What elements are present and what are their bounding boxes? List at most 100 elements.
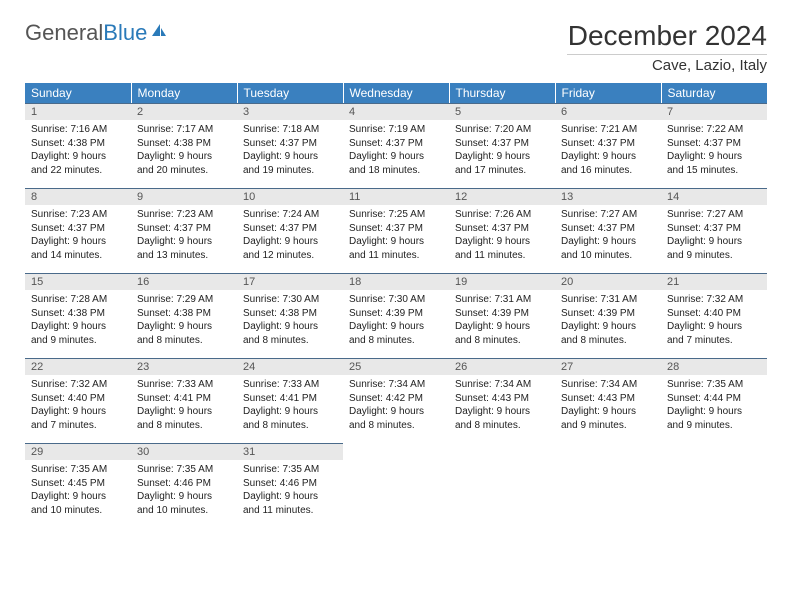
daylight-line: Daylight: 9 hours and 8 minutes.	[455, 320, 549, 347]
sunrise-line: Sunrise: 7:18 AM	[243, 123, 337, 137]
day-number: 3	[237, 103, 343, 120]
day-body: Sunrise: 7:33 AMSunset: 4:41 PMDaylight:…	[237, 375, 343, 435]
day-number: 22	[25, 358, 131, 375]
day-number: 29	[25, 443, 131, 460]
daylight-line: Daylight: 9 hours and 12 minutes.	[243, 235, 337, 262]
sunset-line: Sunset: 4:46 PM	[137, 477, 231, 491]
daylight-line: Daylight: 9 hours and 10 minutes.	[31, 490, 125, 517]
sunset-line: Sunset: 4:37 PM	[561, 222, 655, 236]
logo: GeneralBlue	[25, 20, 168, 46]
day-body: Sunrise: 7:35 AMSunset: 4:45 PMDaylight:…	[25, 460, 131, 520]
calendar-cell: 12Sunrise: 7:26 AMSunset: 4:37 PMDayligh…	[449, 188, 555, 273]
day-number: 14	[661, 188, 767, 205]
calendar-row: 29Sunrise: 7:35 AMSunset: 4:45 PMDayligh…	[25, 443, 767, 528]
daylight-line: Daylight: 9 hours and 11 minutes.	[243, 490, 337, 517]
calendar-cell: 22Sunrise: 7:32 AMSunset: 4:40 PMDayligh…	[25, 358, 131, 443]
daylight-line: Daylight: 9 hours and 8 minutes.	[349, 320, 443, 347]
sunset-line: Sunset: 4:37 PM	[667, 137, 761, 151]
weekday-header: Monday	[131, 83, 237, 103]
sunset-line: Sunset: 4:37 PM	[455, 137, 549, 151]
day-number: 30	[131, 443, 237, 460]
day-number: 12	[449, 188, 555, 205]
daylight-line: Daylight: 9 hours and 8 minutes.	[137, 405, 231, 432]
calendar-cell: 17Sunrise: 7:30 AMSunset: 4:38 PMDayligh…	[237, 273, 343, 358]
sunrise-line: Sunrise: 7:27 AM	[667, 208, 761, 222]
calendar-cell: 27Sunrise: 7:34 AMSunset: 4:43 PMDayligh…	[555, 358, 661, 443]
sunset-line: Sunset: 4:37 PM	[243, 137, 337, 151]
day-number: 23	[131, 358, 237, 375]
header: GeneralBlue December 2024 Cave, Lazio, I…	[25, 20, 767, 75]
sunset-line: Sunset: 4:38 PM	[31, 137, 125, 151]
sunrise-line: Sunrise: 7:20 AM	[455, 123, 549, 137]
sunrise-line: Sunrise: 7:35 AM	[31, 463, 125, 477]
day-number: 11	[343, 188, 449, 205]
daylight-line: Daylight: 9 hours and 15 minutes.	[667, 150, 761, 177]
day-number: 4	[343, 103, 449, 120]
daylight-line: Daylight: 9 hours and 19 minutes.	[243, 150, 337, 177]
day-number: 26	[449, 358, 555, 375]
day-number: 1	[25, 103, 131, 120]
logo-text-general: General	[25, 20, 103, 46]
sunrise-line: Sunrise: 7:30 AM	[349, 293, 443, 307]
sunrise-line: Sunrise: 7:23 AM	[31, 208, 125, 222]
daylight-line: Daylight: 9 hours and 9 minutes.	[667, 405, 761, 432]
calendar-row: 8Sunrise: 7:23 AMSunset: 4:37 PMDaylight…	[25, 188, 767, 273]
sunset-line: Sunset: 4:41 PM	[137, 392, 231, 406]
day-body: Sunrise: 7:27 AMSunset: 4:37 PMDaylight:…	[555, 205, 661, 265]
day-body: Sunrise: 7:23 AMSunset: 4:37 PMDaylight:…	[131, 205, 237, 265]
calendar-cell	[555, 443, 661, 528]
calendar-cell: 3 Sunrise: 7:18 AMSunset: 4:37 PMDaylight…	[237, 103, 343, 188]
daylight-line: Daylight: 9 hours and 7 minutes.	[667, 320, 761, 347]
calendar-cell: 21Sunrise: 7:32 AMSunset: 4:40 PMDayligh…	[661, 273, 767, 358]
sunrise-line: Sunrise: 7:27 AM	[561, 208, 655, 222]
sunrise-line: Sunrise: 7:17 AM	[137, 123, 231, 137]
sunset-line: Sunset: 4:38 PM	[31, 307, 125, 321]
daylight-line: Daylight: 9 hours and 8 minutes.	[455, 405, 549, 432]
calendar-cell: 25Sunrise: 7:34 AMSunset: 4:42 PMDayligh…	[343, 358, 449, 443]
calendar-table: SundayMondayTuesdayWednesdayThursdayFrid…	[25, 83, 767, 528]
day-body: Sunrise: 7:34 AMSunset: 4:42 PMDaylight:…	[343, 375, 449, 435]
day-number: 20	[555, 273, 661, 290]
daylight-line: Daylight: 9 hours and 14 minutes.	[31, 235, 125, 262]
daylight-line: Daylight: 9 hours and 8 minutes.	[561, 320, 655, 347]
daylight-line: Daylight: 9 hours and 18 minutes.	[349, 150, 443, 177]
day-number: 24	[237, 358, 343, 375]
calendar-cell: 28Sunrise: 7:35 AMSunset: 4:44 PMDayligh…	[661, 358, 767, 443]
day-body: Sunrise: 7:34 AMSunset: 4:43 PMDaylight:…	[555, 375, 661, 435]
sunset-line: Sunset: 4:39 PM	[561, 307, 655, 321]
day-number: 19	[449, 273, 555, 290]
weekday-header: Friday	[555, 83, 661, 103]
day-body: Sunrise: 7:31 AMSunset: 4:39 PMDaylight:…	[555, 290, 661, 350]
day-body: Sunrise: 7:30 AMSunset: 4:38 PMDaylight:…	[237, 290, 343, 350]
day-number: 28	[661, 358, 767, 375]
weekday-header: Saturday	[661, 83, 767, 103]
sunset-line: Sunset: 4:37 PM	[243, 222, 337, 236]
day-body: Sunrise: 7:34 AMSunset: 4:43 PMDaylight:…	[449, 375, 555, 435]
calendar-cell: 7Sunrise: 7:22 AMSunset: 4:37 PMDaylight…	[661, 103, 767, 188]
sunset-line: Sunset: 4:39 PM	[455, 307, 549, 321]
calendar-cell: 14Sunrise: 7:27 AMSunset: 4:37 PMDayligh…	[661, 188, 767, 273]
calendar-cell: 8Sunrise: 7:23 AMSunset: 4:37 PMDaylight…	[25, 188, 131, 273]
daylight-line: Daylight: 9 hours and 20 minutes.	[137, 150, 231, 177]
daylight-line: Daylight: 9 hours and 8 minutes.	[349, 405, 443, 432]
day-body: Sunrise: 7:35 AMSunset: 4:44 PMDaylight:…	[661, 375, 767, 435]
day-body: Sunrise: 7:22 AMSunset: 4:37 PMDaylight:…	[661, 120, 767, 180]
sunset-line: Sunset: 4:37 PM	[667, 222, 761, 236]
sunrise-line: Sunrise: 7:35 AM	[243, 463, 337, 477]
sunrise-line: Sunrise: 7:33 AM	[243, 378, 337, 392]
daylight-line: Daylight: 9 hours and 22 minutes.	[31, 150, 125, 177]
daylight-line: Daylight: 9 hours and 9 minutes.	[31, 320, 125, 347]
calendar-cell: 18Sunrise: 7:30 AMSunset: 4:39 PMDayligh…	[343, 273, 449, 358]
day-body: Sunrise: 7:28 AMSunset: 4:38 PMDaylight:…	[25, 290, 131, 350]
day-body: Sunrise: 7:27 AMSunset: 4:37 PMDaylight:…	[661, 205, 767, 265]
sunrise-line: Sunrise: 7:23 AM	[137, 208, 231, 222]
day-number: 13	[555, 188, 661, 205]
daylight-line: Daylight: 9 hours and 17 minutes.	[455, 150, 549, 177]
daylight-line: Daylight: 9 hours and 11 minutes.	[349, 235, 443, 262]
daylight-line: Daylight: 9 hours and 9 minutes.	[561, 405, 655, 432]
sunset-line: Sunset: 4:37 PM	[137, 222, 231, 236]
day-body: Sunrise: 7:21 AMSunset: 4:37 PMDaylight:…	[555, 120, 661, 180]
sunset-line: Sunset: 4:37 PM	[349, 222, 443, 236]
calendar-cell: 2Sunrise: 7:17 AMSunset: 4:38 PMDaylight…	[131, 103, 237, 188]
calendar-cell: 6Sunrise: 7:21 AMSunset: 4:37 PMDaylight…	[555, 103, 661, 188]
